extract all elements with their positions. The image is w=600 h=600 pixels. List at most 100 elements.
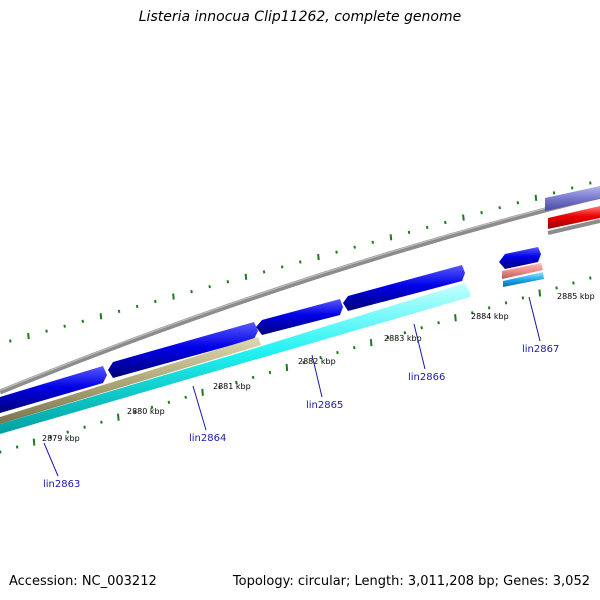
- outer-major-tick: [317, 253, 320, 261]
- inner-minor-tick: [319, 355, 322, 360]
- outer-major-tick: [389, 234, 393, 241]
- inner-minor-tick: [235, 380, 238, 385]
- outer-minor-tick: [262, 270, 266, 274]
- outer-major-tick: [172, 293, 175, 300]
- pink-feature-track: [502, 263, 543, 279]
- inner-major-tick: [32, 438, 36, 446]
- inner-minor-tick: [167, 400, 171, 404]
- inner-minor-tick: [471, 311, 474, 315]
- inner-minor-tick: [420, 326, 424, 330]
- genome-summary-label: Topology: circular; Length: 3,011,208 bp…: [232, 574, 590, 589]
- inner-minor-tick: [555, 286, 558, 290]
- inner-minor-tick: [403, 331, 407, 335]
- outer-minor-tick: [117, 309, 121, 313]
- outer-major-tick: [534, 194, 538, 201]
- inner-minor-tick: [133, 410, 137, 414]
- inner-minor-tick: [386, 336, 390, 340]
- inner-minor-tick: [251, 375, 255, 380]
- gene-leader-line: [413, 323, 426, 370]
- genome-backbone: [0, 193, 600, 395]
- outer-minor-tick: [552, 191, 556, 195]
- cds-arrow-lin2866[interactable]: [343, 265, 465, 311]
- inner-minor-tick: [521, 296, 525, 300]
- cds-track: [0, 247, 541, 413]
- outer-major-tick: [27, 332, 30, 340]
- inner-minor-tick: [268, 370, 272, 375]
- outer-minor-tick: [335, 250, 338, 254]
- kbp-label: 2884 kbp: [471, 312, 509, 321]
- outer-minor-tick: [190, 290, 193, 294]
- gene-label-lin2866[interactable]: lin2866: [408, 372, 445, 383]
- outer-minor-tick: [135, 304, 139, 309]
- outer-minor-tick: [498, 206, 501, 210]
- outer-minor-tick: [226, 280, 230, 284]
- cds-arrow-lin2863[interactable]: [0, 366, 107, 413]
- outer-minor-tick: [425, 225, 429, 230]
- kbp-label: 2883 kbp: [384, 334, 422, 343]
- gene-label-lin2863[interactable]: lin2863: [43, 479, 80, 490]
- inner-minor-tick: [336, 350, 339, 355]
- kbp-label: 2882 kbp: [298, 357, 336, 366]
- inner-minor-tick: [302, 360, 306, 365]
- gene-label-lin2867[interactable]: lin2867: [522, 344, 559, 355]
- outer-minor-tick: [353, 245, 356, 249]
- outer-minor-tick: [280, 265, 284, 269]
- kbp-ruler: 2879 kbp 2880 kbp 2881 kbp 2882 kbp 2883 kbp…: [42, 292, 595, 443]
- gene-labels: lin2863 lin2864 lin2865 lin2866 lin2867: [43, 296, 559, 490]
- outer-major-tick: [462, 214, 465, 221]
- rna-track: [0, 337, 261, 424]
- inner-minor-tick: [353, 345, 356, 350]
- inner-minor-tick: [83, 425, 86, 429]
- sky-feature-track: [503, 272, 544, 287]
- inner-minor-tick: [184, 395, 188, 399]
- inner-minor-tick: [0, 450, 2, 454]
- outer-minor-tick: [407, 230, 411, 234]
- cds-arrow-lin2867[interactable]: [499, 247, 541, 269]
- outer-minor-tick: [208, 285, 211, 289]
- inner-minor-tick: [437, 321, 440, 325]
- gene-leader-line: [192, 385, 207, 431]
- inner-minor-tick: [66, 430, 70, 434]
- outer-minor-tick: [154, 299, 157, 304]
- outer-minor-tick: [81, 319, 85, 323]
- inner-minor-tick: [504, 301, 508, 305]
- cds-arrow-lin2865[interactable]: [256, 299, 343, 335]
- outer-minor-tick: [444, 220, 447, 225]
- inner-major-tick: [285, 363, 289, 372]
- outer-tick-row: [9, 181, 592, 343]
- outer-minor-tick: [45, 329, 48, 333]
- kbp-label: 2885 kbp: [557, 292, 595, 301]
- gene-label-lin2865[interactable]: lin2865: [306, 400, 343, 411]
- inner-major-tick: [454, 314, 457, 322]
- genome-title: Listeria innocua Clip11262, complete gen…: [138, 9, 462, 25]
- gene-track: [0, 283, 470, 434]
- cds-arrow-lin2864[interactable]: [108, 322, 258, 378]
- outer-minor-tick: [299, 260, 302, 264]
- kbp-label: 2880 kbp: [127, 407, 165, 416]
- kbp-label: 2881 kbp: [213, 382, 251, 391]
- outer-minor-tick: [480, 211, 483, 215]
- gene-leader-line: [528, 296, 541, 342]
- inner-minor-tick: [589, 276, 592, 280]
- inner-minor-tick: [15, 445, 19, 449]
- gene-label-lin2864[interactable]: lin2864: [189, 433, 226, 444]
- accession-label: Accession: NC_003212: [9, 574, 157, 589]
- kbp-label: 2879 kbp: [42, 434, 80, 443]
- inner-minor-tick: [49, 435, 53, 439]
- inner-major-tick: [201, 388, 204, 396]
- outer-minor-tick: [589, 181, 592, 185]
- genome-backbone-highlight: [0, 193, 600, 392]
- inner-minor-tick: [572, 281, 575, 285]
- outer-minor-tick: [570, 186, 574, 190]
- inner-major-tick: [538, 289, 542, 297]
- outer-minor-tick: [9, 339, 12, 343]
- inner-major-tick: [369, 339, 373, 347]
- inner-minor-tick: [218, 385, 221, 389]
- inner-minor-tick: [487, 306, 491, 310]
- inner-minor-tick: [150, 405, 154, 409]
- inner-minor-tick: [100, 420, 103, 424]
- gene-leader-line: [311, 354, 323, 398]
- inner-major-tick: [117, 413, 120, 421]
